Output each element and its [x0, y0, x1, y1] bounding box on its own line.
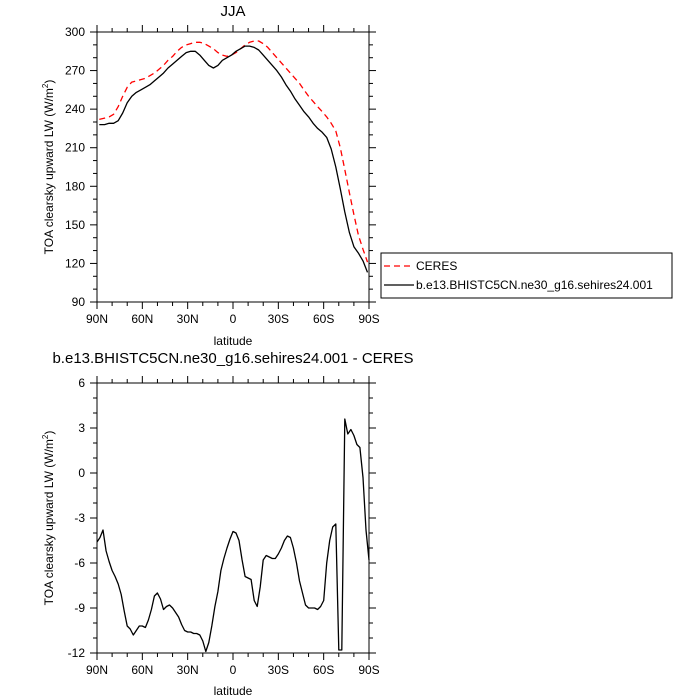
top-y-tick-label: 300 — [65, 25, 85, 39]
top-y-tick-label: 240 — [65, 102, 85, 116]
bottom-series-line-0 — [96, 418, 370, 653]
bottom-y-tick-label: -3 — [74, 511, 85, 525]
top-series-line-1 — [99, 45, 369, 273]
top-y-tick-label: 270 — [65, 64, 85, 78]
bottom-y-tick-label: -6 — [74, 556, 85, 570]
bottom-y-axis-label: TOA clearsky upward LW (W/m2) — [41, 431, 56, 606]
top-series — [99, 40, 369, 273]
bottom-x-tick-label: 30N — [177, 663, 199, 677]
bottom-y-tick-label: 6 — [78, 376, 85, 390]
legend-box — [380, 252, 673, 299]
bottom-y-tick-label: -12 — [68, 646, 86, 660]
top-plot-frame — [96, 31, 370, 303]
bottom-y-tick-label: -9 — [74, 601, 85, 615]
top-x-tick-label: 90S — [358, 312, 379, 326]
top-y-tick-label: 180 — [65, 179, 85, 193]
top-x-axis-label: latitude — [214, 334, 253, 348]
bottom-x-tick-label: 60S — [313, 663, 334, 677]
bottom-series — [96, 418, 370, 653]
top-ticks: 90N 60N 30N 0 30S 60S 90S 90 120 150 180 210 240 270 3… — [65, 25, 380, 326]
top-x-tick-label: 60S — [313, 312, 334, 326]
top-x-tick-label: 30N — [177, 312, 199, 326]
bottom-y-tick-label: 0 — [78, 466, 85, 480]
top-panel: JJA 90N 60N 30N 0 30S 60S 90S 90 120 150 180 210 240… — [41, 3, 673, 348]
legend: CERES b.e13.BHISTC5CN.ne30_g16.sehires24… — [380, 252, 673, 299]
top-y-tick-label: 150 — [65, 218, 85, 232]
bottom-x-tick-label: 0 — [230, 663, 237, 677]
top-x-tick-label: 90N — [86, 312, 108, 326]
top-y-tick-label: 90 — [72, 295, 86, 309]
top-chart-title: JJA — [220, 3, 245, 20]
top-y-tick-label: 120 — [65, 256, 85, 270]
bottom-x-tick-label: 90N — [86, 663, 108, 677]
top-x-tick-label: 0 — [230, 312, 237, 326]
bottom-x-tick-label: 60N — [131, 663, 153, 677]
bottom-chart-title: b.e13.BHISTC5CN.ne30_g16.sehires24.001 -… — [52, 350, 413, 367]
bottom-plot-frame — [96, 382, 370, 654]
bottom-ticks: 90N 60N 30N 0 30S 60S 90S 6 3 0 -3 -6 -9 -12 — [68, 376, 380, 677]
bottom-y-tick-label: 3 — [78, 421, 85, 435]
top-x-tick-label: 60N — [131, 312, 153, 326]
legend-label-ceres: CERES — [416, 259, 457, 273]
bottom-panel: b.e13.BHISTC5CN.ne30_g16.sehires24.001 -… — [41, 350, 414, 698]
top-y-tick-label: 210 — [65, 141, 85, 155]
bottom-x-tick-label: 90S — [358, 663, 379, 677]
top-x-tick-label: 30S — [268, 312, 289, 326]
legend-label-model: b.e13.BHISTC5CN.ne30_g16.sehires24.001 — [416, 278, 653, 292]
bottom-x-axis-label: latitude — [214, 684, 253, 698]
bottom-x-tick-label: 30S — [268, 663, 289, 677]
top-y-axis-label: TOA clearsky upward LW (W/m2) — [41, 80, 56, 255]
top-series-line-0 — [99, 40, 369, 263]
